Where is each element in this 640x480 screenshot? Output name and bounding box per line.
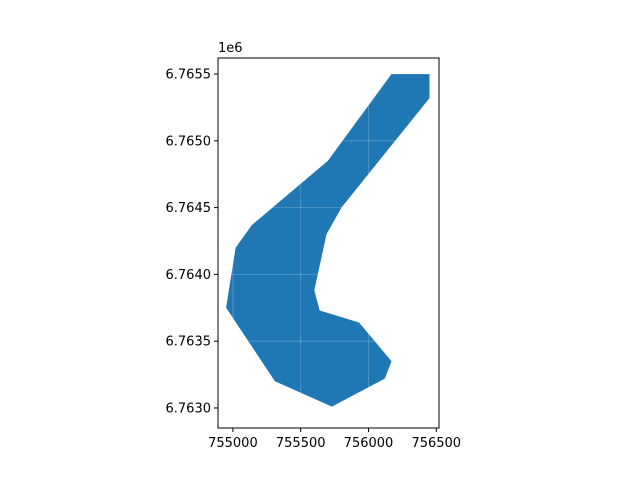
y-tick-label: 6.7655 bbox=[166, 68, 212, 83]
y-tick-label: 6.7640 bbox=[166, 268, 212, 283]
axes-frame bbox=[217, 57, 440, 429]
y-tick-label: 6.7645 bbox=[166, 201, 212, 216]
x-tick-label: 755500 bbox=[276, 436, 326, 451]
x-axis: 755000 755500 756000 756500 bbox=[208, 428, 461, 451]
x-tick-label: 756500 bbox=[411, 436, 461, 451]
region-polygon bbox=[226, 74, 430, 407]
y-tick-label: 6.7635 bbox=[166, 335, 212, 350]
polygon-layer bbox=[226, 74, 430, 407]
y-tick-label: 6.7630 bbox=[166, 401, 212, 416]
x-tick-label: 756000 bbox=[344, 436, 394, 451]
grid-overlay bbox=[218, 58, 439, 428]
y-axis: 6.7630 6.7635 6.7640 6.7645 6.7650 6.7655 bbox=[166, 68, 218, 416]
x-tick-label: 755000 bbox=[208, 436, 258, 451]
y-tick-label: 6.7650 bbox=[166, 134, 212, 149]
y-offset-label: 1e6 bbox=[218, 41, 243, 56]
